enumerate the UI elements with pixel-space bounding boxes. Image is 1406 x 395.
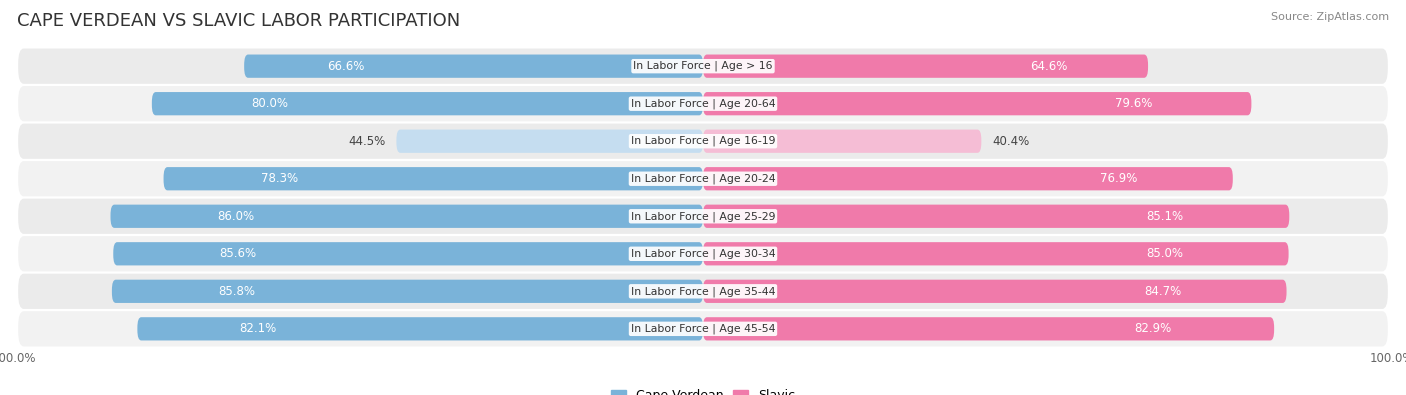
FancyBboxPatch shape bbox=[114, 242, 703, 265]
FancyBboxPatch shape bbox=[703, 130, 981, 153]
FancyBboxPatch shape bbox=[18, 311, 1388, 346]
Text: 85.1%: 85.1% bbox=[1147, 210, 1184, 223]
FancyBboxPatch shape bbox=[111, 205, 703, 228]
Text: 78.3%: 78.3% bbox=[260, 172, 298, 185]
Text: 40.4%: 40.4% bbox=[993, 135, 1029, 148]
Text: 66.6%: 66.6% bbox=[326, 60, 364, 73]
Text: 82.9%: 82.9% bbox=[1135, 322, 1171, 335]
Text: In Labor Force | Age > 16: In Labor Force | Age > 16 bbox=[633, 61, 773, 71]
FancyBboxPatch shape bbox=[703, 280, 1286, 303]
FancyBboxPatch shape bbox=[703, 205, 1289, 228]
Text: CAPE VERDEAN VS SLAVIC LABOR PARTICIPATION: CAPE VERDEAN VS SLAVIC LABOR PARTICIPATI… bbox=[17, 12, 460, 30]
Legend: Cape Verdean, Slavic: Cape Verdean, Slavic bbox=[606, 384, 800, 395]
Text: 44.5%: 44.5% bbox=[349, 135, 385, 148]
FancyBboxPatch shape bbox=[703, 92, 1251, 115]
FancyBboxPatch shape bbox=[163, 167, 703, 190]
Text: Source: ZipAtlas.com: Source: ZipAtlas.com bbox=[1271, 12, 1389, 22]
Text: In Labor Force | Age 20-64: In Labor Force | Age 20-64 bbox=[631, 98, 775, 109]
Text: 85.0%: 85.0% bbox=[1146, 247, 1184, 260]
FancyBboxPatch shape bbox=[703, 242, 1289, 265]
FancyBboxPatch shape bbox=[396, 130, 703, 153]
Text: 86.0%: 86.0% bbox=[217, 210, 254, 223]
FancyBboxPatch shape bbox=[18, 86, 1388, 121]
Text: 80.0%: 80.0% bbox=[252, 97, 288, 110]
FancyBboxPatch shape bbox=[18, 49, 1388, 84]
FancyBboxPatch shape bbox=[152, 92, 703, 115]
FancyBboxPatch shape bbox=[18, 274, 1388, 309]
Text: 79.6%: 79.6% bbox=[1115, 97, 1153, 110]
Text: 85.8%: 85.8% bbox=[218, 285, 256, 298]
Text: 84.7%: 84.7% bbox=[1144, 285, 1181, 298]
Text: In Labor Force | Age 30-34: In Labor Force | Age 30-34 bbox=[631, 248, 775, 259]
Text: In Labor Force | Age 20-24: In Labor Force | Age 20-24 bbox=[631, 173, 775, 184]
Text: 64.6%: 64.6% bbox=[1031, 60, 1069, 73]
FancyBboxPatch shape bbox=[18, 236, 1388, 271]
Text: In Labor Force | Age 25-29: In Labor Force | Age 25-29 bbox=[631, 211, 775, 222]
Text: In Labor Force | Age 35-44: In Labor Force | Age 35-44 bbox=[631, 286, 775, 297]
Text: 85.6%: 85.6% bbox=[219, 247, 256, 260]
FancyBboxPatch shape bbox=[703, 317, 1274, 340]
FancyBboxPatch shape bbox=[703, 55, 1149, 78]
FancyBboxPatch shape bbox=[18, 161, 1388, 196]
Text: 82.1%: 82.1% bbox=[239, 322, 277, 335]
Text: In Labor Force | Age 45-54: In Labor Force | Age 45-54 bbox=[631, 324, 775, 334]
FancyBboxPatch shape bbox=[703, 167, 1233, 190]
Text: 76.9%: 76.9% bbox=[1099, 172, 1137, 185]
FancyBboxPatch shape bbox=[18, 199, 1388, 234]
FancyBboxPatch shape bbox=[138, 317, 703, 340]
FancyBboxPatch shape bbox=[18, 124, 1388, 159]
FancyBboxPatch shape bbox=[112, 280, 703, 303]
FancyBboxPatch shape bbox=[245, 55, 703, 78]
Text: In Labor Force | Age 16-19: In Labor Force | Age 16-19 bbox=[631, 136, 775, 147]
